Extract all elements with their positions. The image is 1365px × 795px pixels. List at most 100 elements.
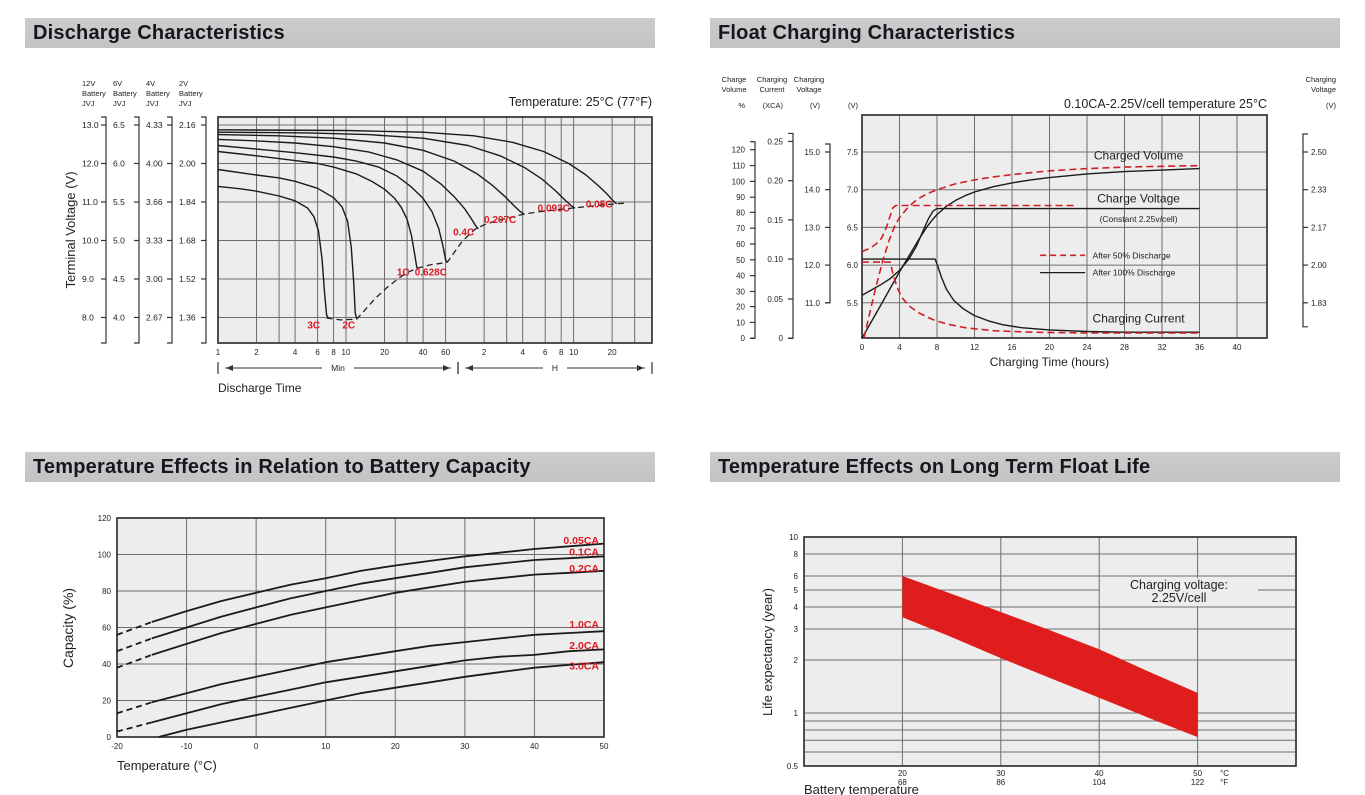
svg-text:2.50: 2.50 bbox=[1311, 148, 1327, 157]
svg-text:20: 20 bbox=[380, 348, 389, 357]
svg-text:3: 3 bbox=[794, 625, 799, 634]
svg-text:20: 20 bbox=[736, 303, 745, 312]
svg-text:Temperature: 25°C (77°F): Temperature: 25°C (77°F) bbox=[509, 95, 652, 109]
svg-text:4: 4 bbox=[520, 348, 525, 357]
svg-text:6.0: 6.0 bbox=[847, 261, 859, 270]
svg-text:0.5: 0.5 bbox=[787, 762, 799, 771]
svg-text:(V): (V) bbox=[848, 101, 859, 110]
svg-text:%: % bbox=[738, 101, 745, 110]
svg-text:4: 4 bbox=[897, 343, 902, 352]
svg-text:7.0: 7.0 bbox=[847, 186, 859, 195]
svg-text:50: 50 bbox=[1193, 769, 1202, 778]
svg-text:0: 0 bbox=[741, 334, 746, 343]
svg-text:Voltage: Voltage bbox=[796, 85, 821, 94]
svg-text:Charging voltage:: Charging voltage: bbox=[1130, 578, 1228, 592]
svg-text:30: 30 bbox=[736, 287, 745, 296]
svg-text:5.5: 5.5 bbox=[847, 299, 859, 308]
svg-text:32: 32 bbox=[1158, 343, 1167, 352]
svg-text:12.0: 12.0 bbox=[82, 158, 99, 168]
svg-text:After 100% Discharge: After 100% Discharge bbox=[1093, 268, 1176, 278]
svg-text:0: 0 bbox=[254, 742, 259, 751]
svg-text:40: 40 bbox=[102, 660, 111, 669]
svg-text:10.0: 10.0 bbox=[82, 235, 99, 245]
svg-text:2.67: 2.67 bbox=[146, 312, 163, 322]
svg-text:20: 20 bbox=[102, 697, 111, 706]
svg-text:0.15: 0.15 bbox=[767, 216, 783, 225]
svg-text:122: 122 bbox=[1191, 778, 1205, 787]
svg-text:20: 20 bbox=[391, 742, 400, 751]
svg-text:0.25: 0.25 bbox=[767, 137, 783, 146]
svg-text:Terminal Voltage (V): Terminal Voltage (V) bbox=[63, 171, 78, 288]
section-title: Temperature Effects on Long Term Float L… bbox=[718, 455, 1151, 478]
svg-text:13.0: 13.0 bbox=[804, 223, 820, 232]
svg-text:JVJ: JVJ bbox=[82, 99, 95, 108]
svg-text:120: 120 bbox=[732, 146, 746, 155]
svg-text:2.17: 2.17 bbox=[1311, 223, 1327, 232]
svg-text:6.5: 6.5 bbox=[847, 223, 859, 232]
svg-text:Temperature (°C): Temperature (°C) bbox=[117, 758, 217, 773]
svg-text:0.207C: 0.207C bbox=[484, 215, 516, 226]
svg-text:2.00: 2.00 bbox=[179, 158, 196, 168]
svg-text:36: 36 bbox=[1195, 343, 1204, 352]
svg-text:5: 5 bbox=[794, 586, 799, 595]
svg-text:6.5: 6.5 bbox=[113, 120, 125, 130]
svg-text:70: 70 bbox=[736, 224, 745, 233]
svg-text:86: 86 bbox=[996, 778, 1005, 787]
svg-text:-10: -10 bbox=[181, 742, 193, 751]
svg-text:68: 68 bbox=[898, 778, 907, 787]
section-header: Discharge Characteristics bbox=[25, 18, 655, 48]
svg-text:0.093C: 0.093C bbox=[538, 204, 570, 215]
svg-text:8: 8 bbox=[331, 348, 336, 357]
svg-text:1.36: 1.36 bbox=[179, 312, 196, 322]
svg-text:100: 100 bbox=[732, 177, 746, 186]
svg-text:2V: 2V bbox=[179, 79, 188, 88]
svg-text:0.628C: 0.628C bbox=[415, 267, 447, 278]
svg-text:Charged Volume: Charged Volume bbox=[1094, 149, 1184, 163]
svg-text:0.05C: 0.05C bbox=[586, 199, 613, 210]
svg-text:80: 80 bbox=[736, 208, 745, 217]
svg-text:0: 0 bbox=[860, 343, 865, 352]
svg-text:4V: 4V bbox=[146, 79, 155, 88]
svg-text:0.4C: 0.4C bbox=[453, 228, 474, 239]
svg-text:°F: °F bbox=[1220, 778, 1228, 787]
svg-text:Min: Min bbox=[331, 363, 345, 373]
svg-text:Charging Current: Charging Current bbox=[1093, 311, 1186, 325]
svg-text:20: 20 bbox=[1045, 343, 1054, 352]
svg-text:-20: -20 bbox=[111, 742, 123, 751]
svg-text:24: 24 bbox=[1083, 343, 1092, 352]
svg-text:6V: 6V bbox=[113, 79, 122, 88]
svg-text:6: 6 bbox=[315, 348, 320, 357]
svg-text:Voltage: Voltage bbox=[1311, 85, 1336, 94]
svg-text:110: 110 bbox=[732, 162, 745, 171]
svg-text:28: 28 bbox=[1120, 343, 1129, 352]
svg-text:2: 2 bbox=[482, 348, 487, 357]
svg-text:Current: Current bbox=[759, 85, 785, 94]
svg-text:Charging Time (hours): Charging Time (hours) bbox=[990, 355, 1109, 369]
svg-text:4.33: 4.33 bbox=[146, 120, 163, 130]
svg-text:Battery: Battery bbox=[82, 89, 106, 98]
svg-text:1.83: 1.83 bbox=[1311, 299, 1327, 308]
svg-text:(V): (V) bbox=[810, 101, 821, 110]
svg-text:6: 6 bbox=[543, 348, 548, 357]
svg-text:40: 40 bbox=[419, 348, 428, 357]
section-temperature-capacity: -20 -10 0 10 20 30 40 50 0 20 40 60 80 100 120 0.05CA 0.… bbox=[25, 448, 655, 795]
svg-text:°C: °C bbox=[1220, 769, 1229, 778]
svg-text:0.05CA: 0.05CA bbox=[563, 535, 599, 547]
svg-text:1.0CA: 1.0CA bbox=[569, 619, 599, 631]
svg-text:60: 60 bbox=[441, 348, 450, 357]
svg-text:(V): (V) bbox=[1326, 101, 1337, 110]
svg-text:80: 80 bbox=[102, 587, 111, 596]
svg-text:2C: 2C bbox=[342, 320, 355, 331]
section-float-charging-characteristics: 0 4 8 12 16 20 24 28 32 36 40 Charge Volume% 120 110 10… bbox=[710, 14, 1340, 438]
svg-text:8: 8 bbox=[935, 343, 940, 352]
svg-text:10: 10 bbox=[321, 742, 330, 751]
svg-text:13.0: 13.0 bbox=[82, 120, 99, 130]
svg-text:9.0: 9.0 bbox=[82, 274, 94, 284]
svg-text:30: 30 bbox=[996, 769, 1005, 778]
svg-text:Battery temperature: Battery temperature bbox=[804, 782, 919, 795]
svg-text:1.84: 1.84 bbox=[179, 197, 196, 207]
svg-text:40: 40 bbox=[1095, 769, 1104, 778]
svg-text:Charging: Charging bbox=[1306, 75, 1336, 84]
